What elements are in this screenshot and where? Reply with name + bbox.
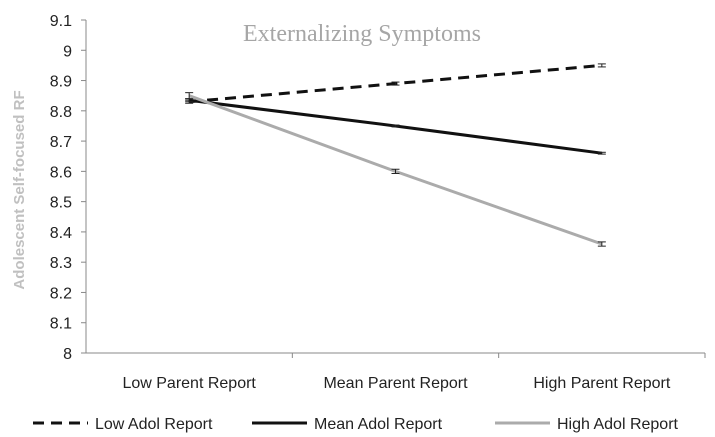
chart-title: Externalizing Symptoms bbox=[243, 21, 481, 47]
y-tick-label: 8.7 bbox=[50, 134, 72, 151]
legend-item-1: Low Adol Report bbox=[33, 416, 213, 433]
error-bar bbox=[597, 241, 606, 247]
y-tick-label: 9.1 bbox=[50, 13, 72, 30]
error-bar bbox=[185, 92, 194, 100]
y-tick-label: 8.3 bbox=[50, 255, 72, 272]
error-bar bbox=[597, 151, 606, 155]
error-bar bbox=[597, 63, 606, 68]
series-layer bbox=[185, 63, 606, 247]
y-tick-label: 8.8 bbox=[50, 104, 72, 121]
y-tick-label: 8 bbox=[63, 346, 72, 363]
y-tick-label: 8.9 bbox=[50, 74, 72, 91]
y-tick-label: 8.5 bbox=[50, 195, 72, 212]
legend-item-3: High Adol Report bbox=[495, 416, 679, 433]
error-bar bbox=[391, 81, 400, 86]
legend-label: High Adol Report bbox=[557, 416, 679, 433]
y-tick-label: 8.2 bbox=[50, 285, 72, 302]
legend-label: Mean Adol Report bbox=[314, 416, 443, 433]
legend: Low Adol Report Mean Adol Report High Adol… bbox=[33, 416, 679, 433]
x-tick-label: Low Parent Report bbox=[122, 375, 256, 392]
y-tick-label: 8.1 bbox=[50, 316, 72, 333]
y-axis-label: Adolescent Self-focused RF bbox=[11, 90, 28, 289]
y-axis: 8 8.1 8.2 8.3 8.4 8.5 8.6 8.7 8.8 8.9 9 9.1 bbox=[50, 13, 86, 363]
x-tick-label: High Parent Report bbox=[533, 375, 671, 392]
y-tick-label: 8.4 bbox=[50, 225, 72, 242]
legend-label: Low Adol Report bbox=[95, 416, 213, 433]
x-tick-label: Mean Parent Report bbox=[323, 375, 468, 392]
x-axis: Low Parent Report Mean Parent Report High … bbox=[122, 353, 706, 392]
legend-item-2: Mean Adol Report bbox=[252, 416, 443, 433]
y-tick-label: 9 bbox=[63, 43, 72, 60]
y-tick-label: 8.6 bbox=[50, 164, 72, 181]
error-bar bbox=[391, 168, 400, 174]
error-bar bbox=[391, 124, 400, 128]
